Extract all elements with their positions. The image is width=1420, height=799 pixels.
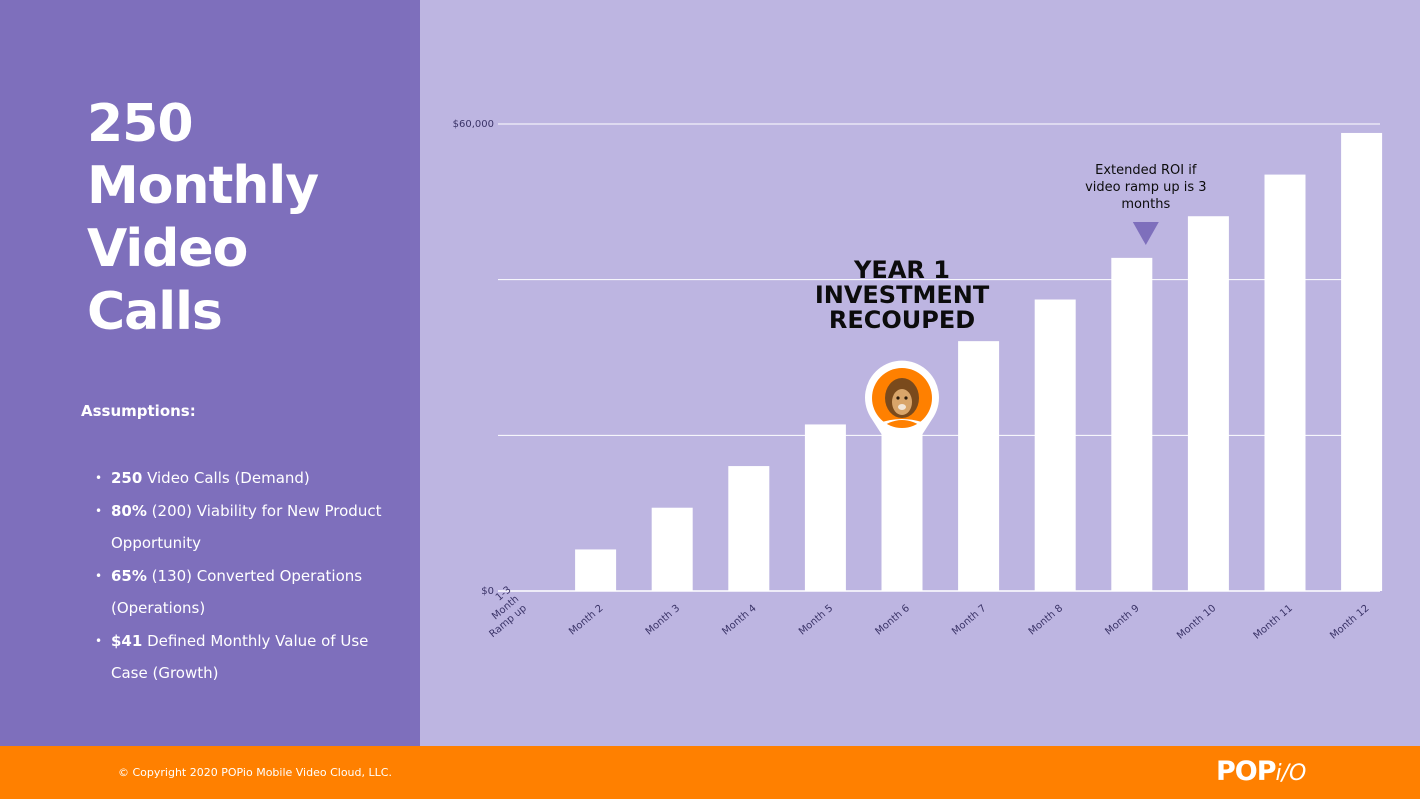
y-tick-label: $0 — [481, 586, 494, 597]
x-tick-label-line: Month 7 — [950, 603, 988, 638]
assumption-value: $41 — [111, 631, 143, 650]
x-tick-label: Month 6 — [874, 603, 912, 638]
x-tick-label-line: Month 11 — [1252, 603, 1295, 642]
bar — [1264, 174, 1306, 591]
assumption-text: Defined Monthly Value of Use Case (Growt… — [111, 631, 369, 683]
assumption-value: 250 — [111, 469, 143, 487]
assumptions-heading: Assumptions: — [81, 402, 196, 420]
assumption-text: (130) Converted Operations (Operations) — [111, 566, 363, 618]
x-tick-label: Month 2 — [567, 603, 605, 638]
bar — [804, 424, 846, 591]
x-tick-label: Month 7 — [950, 603, 988, 638]
logo-text: POP — [1216, 756, 1277, 787]
assumption-item: 250 Video Calls (Demand) — [95, 462, 396, 495]
assumptions-list: 250 Video Calls (Demand) 80% (200) Viabi… — [95, 462, 396, 690]
slide-title-line-2: Monthly — [87, 156, 319, 216]
bar — [575, 549, 617, 591]
slide-title-line-4: Calls — [87, 282, 223, 342]
logo-suffix: i/O — [1275, 761, 1307, 786]
x-tick-label: Month 8 — [1027, 603, 1065, 638]
recouped-annotation-line: YEAR 1 — [853, 256, 950, 284]
lion-muzzle — [898, 404, 906, 410]
x-tick-label: Month 9 — [1103, 603, 1141, 638]
slide-title-line-1: 250 — [87, 94, 194, 154]
x-tick-label-line: Month 10 — [1175, 603, 1218, 642]
bar — [1034, 299, 1076, 591]
popio-logo: POPi/O — [1216, 756, 1306, 787]
extended-roi-annotation-line: Extended ROI if — [1095, 163, 1197, 178]
x-tick-label-line: Month 9 — [1103, 603, 1141, 638]
x-tick-label-line: Month 3 — [644, 603, 682, 638]
x-tick-label: Month 10 — [1175, 603, 1218, 642]
bar — [1187, 216, 1229, 592]
extended-roi-annotation-line: months — [1121, 197, 1170, 212]
x-tick-label: Month 3 — [644, 603, 682, 638]
x-tick-label-line: Month 12 — [1328, 603, 1371, 642]
x-tick-label: Month 4 — [720, 603, 758, 638]
x-tick-label-line: Month 2 — [567, 603, 605, 638]
bars — [575, 132, 1383, 592]
lion-map-pin-icon — [865, 360, 939, 466]
lion-eye — [896, 396, 900, 400]
assumption-text: Video Calls (Demand) — [142, 469, 310, 487]
recouped-annotation-line: INVESTMENT — [815, 281, 990, 309]
x-tick-label: Month 5 — [797, 603, 835, 638]
x-tick-label-line: Month 5 — [797, 603, 835, 638]
assumption-item: 65% (130) Converted Operations (Operatio… — [95, 560, 396, 625]
gridlines — [498, 123, 1380, 592]
footer-bar — [0, 746, 1420, 799]
y-tick-labels: $0 $60,000 — [453, 119, 494, 597]
extended-roi-annotation-line: video ramp up is 3 — [1085, 180, 1206, 195]
x-tick-label-line: Month 8 — [1027, 603, 1065, 638]
slide-title-line-3: Video — [87, 219, 248, 279]
recouped-annotation-line: RECOUPED — [829, 306, 975, 334]
y-tick-label: $60,000 — [453, 119, 494, 130]
x-tick-label-line: Month 6 — [874, 603, 912, 638]
x-tick-label-line: Month 4 — [720, 603, 758, 638]
assumption-item: 80% (200) Viability for New Product Oppo… — [95, 495, 396, 560]
lion-collar — [880, 419, 924, 428]
triangle-down-icon — [1132, 222, 1159, 245]
x-tick-label: Month 11 — [1252, 603, 1295, 642]
copyright-text: © Copyright 2020 POPio Mobile Video Clou… — [118, 766, 392, 779]
assumption-value: 65% — [111, 566, 147, 585]
bar — [1341, 132, 1383, 591]
lion-eye — [904, 396, 908, 400]
bar — [1111, 257, 1153, 591]
bar — [728, 466, 770, 591]
bar — [958, 341, 1000, 591]
lion-face — [892, 389, 912, 415]
x-tick-label: Month 12 — [1328, 603, 1371, 642]
bar — [651, 507, 693, 591]
assumption-value: 80% — [111, 501, 147, 520]
assumption-text: (200) Viability for New Product Opportun… — [111, 501, 382, 553]
assumption-item: $41 Defined Monthly Value of Use Case (G… — [95, 625, 396, 690]
